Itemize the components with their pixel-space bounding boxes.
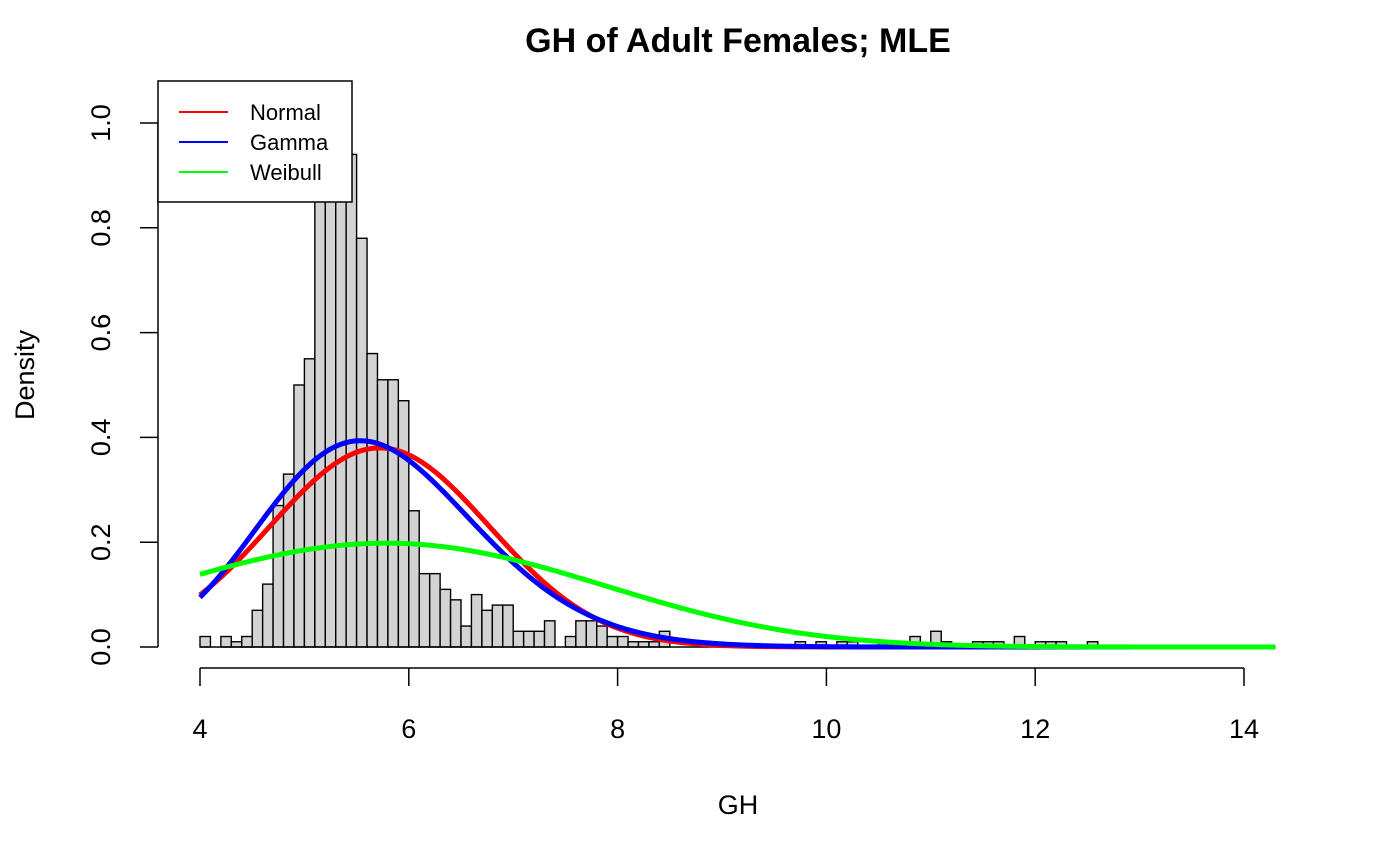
histogram-bar — [533, 630, 546, 648]
legend-label-weibull: Weibull — [250, 160, 322, 185]
histogram-bar — [637, 641, 650, 648]
x-tick-label: 10 — [811, 714, 841, 744]
histogram-bar — [261, 583, 274, 648]
histogram-bar — [345, 153, 358, 648]
histogram-bar — [564, 635, 577, 648]
histogram-bar — [512, 630, 525, 648]
y-tick-label: 0.4 — [86, 419, 116, 457]
histogram-bar — [241, 635, 253, 648]
y-axis-label: Density — [10, 329, 40, 420]
histogram-bar — [585, 620, 598, 648]
histogram-bar — [481, 609, 494, 648]
histogram-bar — [543, 620, 556, 648]
x-tick-label: 14 — [1229, 714, 1259, 744]
y-tick-label: 0.8 — [86, 209, 116, 247]
histogram-bar — [428, 572, 441, 648]
histogram-bar — [324, 138, 337, 648]
histogram-bar — [449, 599, 462, 648]
x-axis-label: GH — [718, 790, 759, 820]
legend-label-gamma: Gamma — [250, 130, 329, 155]
histogram-bar — [418, 572, 431, 648]
chart-title: GH of Adult Females; MLE — [525, 22, 951, 60]
histogram-bar — [491, 604, 504, 648]
histogram-bar — [648, 641, 661, 648]
legend: Normal Gamma Weibull — [157, 80, 353, 203]
density-curves — [198, 438, 1276, 650]
histogram-bar — [606, 635, 619, 648]
y-tick-label: 1.0 — [86, 104, 116, 142]
histogram-bar — [366, 352, 379, 648]
histogram-bar — [314, 179, 326, 648]
histogram-bar — [575, 620, 587, 648]
density-curve-weibull — [199, 540, 1276, 650]
x-tick-label: 6 — [401, 714, 416, 744]
histogram-bar — [230, 641, 243, 648]
histogram-bar — [397, 400, 410, 648]
histogram-bar — [616, 635, 629, 648]
histogram-bar — [408, 510, 420, 648]
x-tick-label: 4 — [192, 714, 207, 744]
histogram-bar — [522, 630, 535, 648]
y-tick-label: 0.6 — [86, 314, 116, 352]
histogram-bar — [460, 625, 473, 648]
histogram-bar — [470, 593, 483, 648]
y-tick-label: 0.0 — [86, 628, 116, 666]
histogram-bar — [199, 635, 212, 648]
x-tick-label: 12 — [1020, 714, 1050, 744]
y-tick-label: 0.2 — [86, 523, 116, 561]
x-tick-label: 8 — [610, 714, 625, 744]
histogram-bar — [220, 635, 233, 648]
histogram-bar — [596, 625, 608, 648]
histogram-bars — [199, 101, 1276, 648]
histogram-bar — [272, 504, 285, 648]
histogram-bar — [251, 609, 264, 648]
legend-label-normal: Normal — [250, 100, 321, 125]
histogram-bar — [376, 379, 389, 648]
histogram-bar — [293, 384, 306, 648]
histogram-bar — [502, 604, 514, 648]
y-axis: 0.0 0.2 0.4 0.6 0.8 1.0 — [86, 104, 159, 666]
histogram-bar — [439, 588, 452, 648]
histogram-bar — [303, 358, 316, 648]
histogram-bar — [387, 379, 400, 648]
histogram-bar — [627, 641, 640, 648]
x-axis: 4 6 8 10 12 14 — [192, 667, 1259, 744]
